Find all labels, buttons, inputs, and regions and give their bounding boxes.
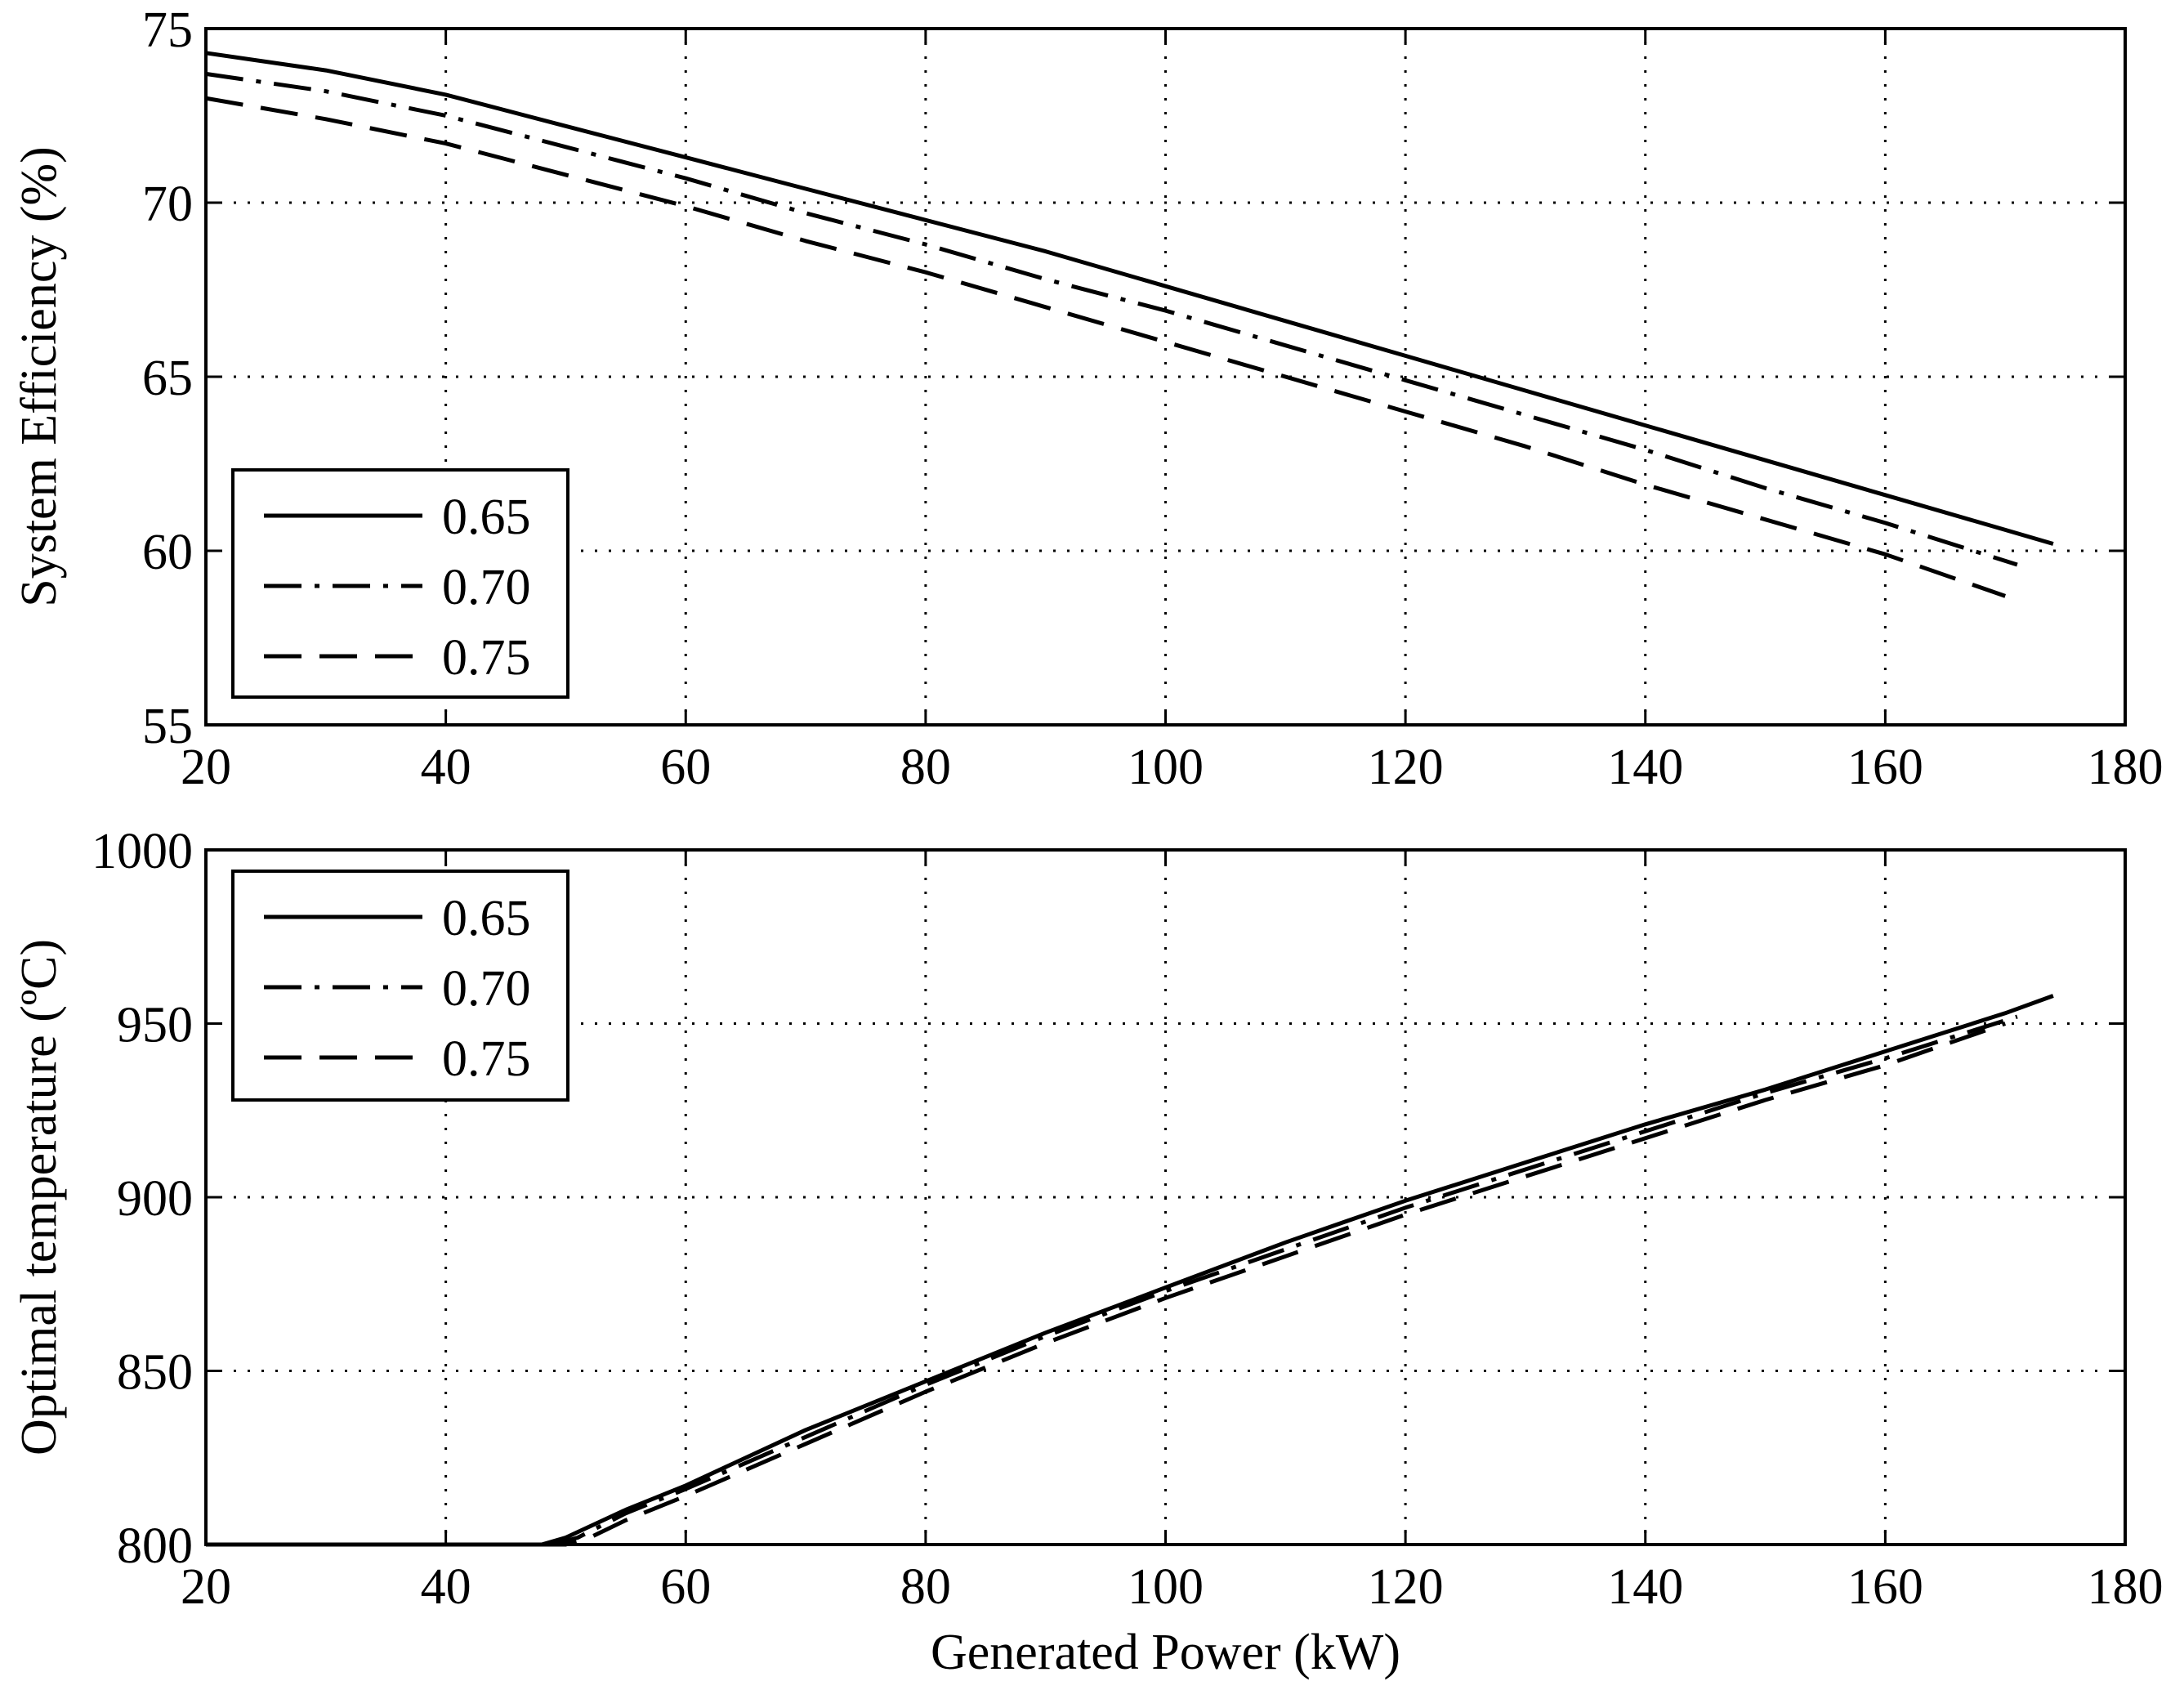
y-tick-label: 60 (142, 525, 193, 580)
y-tick-label: 950 (117, 998, 193, 1053)
x-tick-label: 80 (900, 740, 951, 795)
legend-entry-label: 0.70 (442, 560, 531, 615)
x-tick-label: 80 (900, 1559, 951, 1615)
x-tick-label: 140 (1607, 740, 1683, 795)
axes-frame (204, 848, 2127, 1546)
x-tick-label: 100 (1128, 1559, 1204, 1615)
x-tick-label: 20 (181, 1559, 231, 1615)
legend-entry-label: 0.65 (442, 891, 531, 946)
y-tick-label: 75 (142, 2, 193, 58)
x-tick-label: 40 (421, 1559, 471, 1615)
x-tick-label: 100 (1128, 740, 1204, 795)
legend-entry-label: 0.70 (442, 961, 531, 1017)
axes-frame (204, 27, 2127, 727)
y-tick-label: 70 (142, 177, 193, 232)
x-tick-label: 180 (2088, 740, 2164, 795)
x-tick-label: 180 (2088, 1559, 2164, 1615)
legend-box (231, 468, 569, 699)
legend-entry-label: 0.75 (442, 630, 531, 686)
x-axis-label: Generated Power (kW) (931, 1625, 1400, 1680)
legend-entry-label: 0.75 (442, 1031, 531, 1087)
x-tick-label: 120 (1368, 740, 1444, 795)
chart-panel-2: 20 40 60 80 100 120 140 160 180 800 850 900 950 1000 O… (11, 824, 2164, 1680)
y-tick-label: 900 (117, 1171, 193, 1227)
y-axis-label: System Efficiency (%) (11, 146, 67, 607)
y-tick-label: 1000 (92, 824, 193, 879)
x-tick-label: 20 (181, 740, 231, 795)
y-tick-label: 850 (117, 1345, 193, 1401)
y-tick-label: 55 (142, 699, 193, 754)
chart-panel-1: 20 40 60 80 100 120 140 160 180 55 60 65 70 75 System … (11, 2, 2164, 795)
y-tick-label: 800 (117, 1518, 193, 1574)
x-tick-label: 40 (421, 740, 471, 795)
x-tick-label: 60 (660, 740, 711, 795)
x-tick-label: 120 (1368, 1559, 1444, 1615)
x-tick-label: 60 (660, 1559, 711, 1615)
x-tick-label: 160 (1847, 740, 1923, 795)
y-axis-label: Optimal temperature (ºC) (11, 939, 67, 1455)
legend: 0.65 0.70 0.75 (231, 468, 569, 699)
legend-entry-label: 0.65 (442, 490, 531, 545)
series-line-0.70 (205, 71, 2018, 567)
y-tick-label: 65 (142, 351, 193, 406)
series-line-0.75 (205, 96, 2007, 598)
x-tick-label: 140 (1607, 1559, 1683, 1615)
legend: 0.65 0.70 0.75 (231, 870, 569, 1102)
x-tick-label: 160 (1847, 1559, 1923, 1615)
series-line-0.65 (205, 51, 2054, 546)
